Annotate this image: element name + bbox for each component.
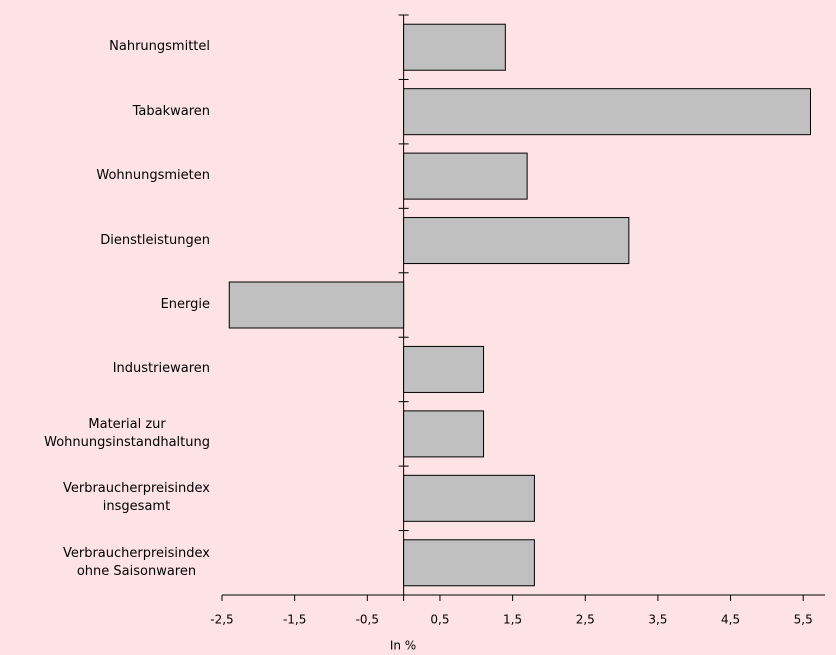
- bar: [403, 474, 535, 522]
- x-tick-label: 0,5: [430, 613, 449, 627]
- y-tick-label: Tabakwaren: [132, 103, 210, 119]
- bar: [403, 152, 528, 200]
- y-tick-label: Material zur Wohnungsinstandhaltung: [44, 416, 210, 450]
- y-tick-label: Energie: [160, 297, 210, 312]
- bar: [403, 345, 485, 393]
- y-tick-label: Wohnungsmieten: [96, 168, 210, 184]
- x-tick-label: 2,5: [576, 613, 595, 627]
- bar: [403, 217, 630, 265]
- y-tick-label: Verbraucherpreisindex insgesamt: [62, 481, 210, 515]
- y-tick-label: Dienstleistungen: [100, 232, 210, 248]
- x-tick-label: 5,5: [794, 613, 813, 627]
- bar: [403, 23, 506, 71]
- y-tick-label: Nahrungsmittel: [109, 39, 210, 55]
- x-tick-label: -2,5: [210, 613, 233, 627]
- x-tick-label: -0,5: [356, 613, 379, 627]
- bar: [403, 410, 485, 458]
- x-tick-label: -1,5: [283, 613, 306, 627]
- bar: [228, 281, 405, 329]
- bar: [403, 88, 811, 136]
- y-tick-label: Verbraucherpreisindex ohne Saisonwaren: [62, 545, 210, 579]
- x-axis-label: In %: [390, 639, 416, 653]
- x-tick-label: 3,5: [648, 613, 667, 627]
- x-tick-label: 4,5: [721, 613, 740, 627]
- bar: [403, 539, 535, 587]
- y-tick-label: Industriewaren: [112, 361, 210, 377]
- x-tick-label: 1,5: [503, 613, 522, 627]
